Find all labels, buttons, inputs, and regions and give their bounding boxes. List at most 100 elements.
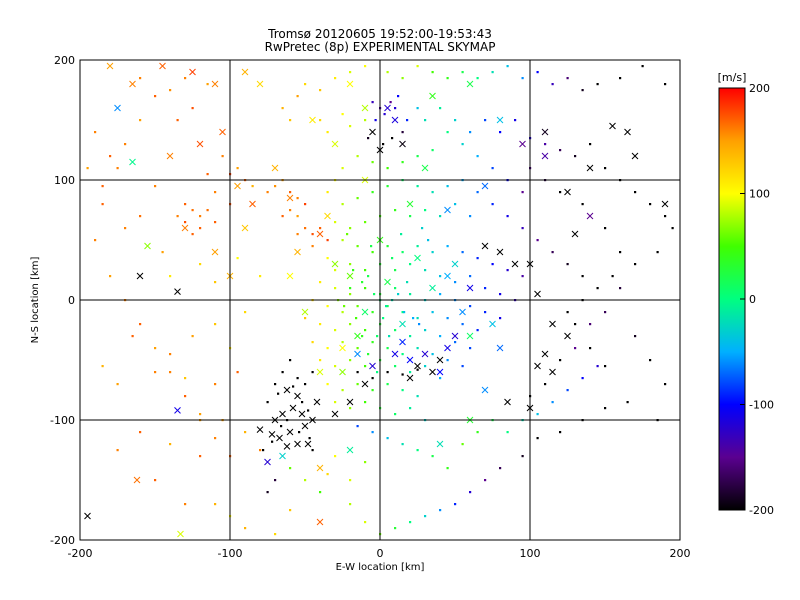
data-point xyxy=(364,365,367,368)
data-point xyxy=(439,275,442,278)
data-point xyxy=(446,317,449,320)
data-point xyxy=(439,509,442,512)
data-point-x xyxy=(369,128,376,136)
data-point xyxy=(649,203,652,206)
data-point xyxy=(343,305,346,308)
data-point-x xyxy=(466,332,474,340)
data-point xyxy=(499,317,502,320)
y-axis-label: N-S location [km] xyxy=(30,257,41,344)
data-point xyxy=(371,377,374,380)
data-point-x xyxy=(511,260,519,268)
data-point xyxy=(236,257,239,260)
data-point xyxy=(371,101,374,104)
data-point xyxy=(101,185,104,188)
data-point xyxy=(319,281,322,284)
data-point xyxy=(581,203,584,206)
data-point xyxy=(199,227,202,230)
x-tick-label: -200 xyxy=(68,547,93,560)
data-point xyxy=(604,167,607,170)
data-point xyxy=(634,191,637,194)
data-point xyxy=(191,335,194,338)
data-point xyxy=(356,383,359,386)
data-point-x xyxy=(466,80,474,88)
data-point xyxy=(326,383,329,386)
data-point-x xyxy=(181,224,189,232)
data-point xyxy=(521,227,524,230)
data-point xyxy=(416,245,419,248)
data-point xyxy=(469,347,472,350)
data-point-x xyxy=(354,332,361,340)
data-point xyxy=(431,311,434,314)
data-point xyxy=(274,533,277,536)
data-point-x xyxy=(346,80,354,88)
data-point xyxy=(514,119,517,122)
data-point xyxy=(371,161,374,164)
data-point xyxy=(566,263,569,266)
data-point xyxy=(409,215,412,218)
data-point xyxy=(214,191,217,194)
data-point xyxy=(385,305,388,308)
data-point xyxy=(394,527,397,530)
data-point xyxy=(416,395,419,398)
data-point xyxy=(311,449,314,452)
data-point xyxy=(101,203,104,206)
data-point xyxy=(326,347,329,350)
grid-lines xyxy=(80,60,680,540)
data-point xyxy=(326,239,329,242)
data-point-x xyxy=(189,68,196,76)
data-point xyxy=(641,65,644,68)
data-point xyxy=(619,251,622,254)
data-point xyxy=(319,491,322,494)
data-point-x xyxy=(271,164,279,172)
data-point xyxy=(319,227,322,230)
data-point xyxy=(394,365,397,368)
data-point xyxy=(406,281,409,284)
data-point xyxy=(431,251,434,254)
data-point xyxy=(506,65,509,68)
data-point xyxy=(214,221,217,224)
data-point xyxy=(367,353,370,356)
data-point xyxy=(154,185,157,188)
data-point-x xyxy=(84,512,91,520)
data-point-x xyxy=(496,116,504,124)
data-point xyxy=(461,251,464,254)
data-point xyxy=(596,287,599,290)
data-point xyxy=(341,203,344,206)
data-point xyxy=(356,245,359,248)
data-point-x xyxy=(586,212,594,220)
data-point-x xyxy=(481,242,489,250)
data-point xyxy=(356,425,359,428)
data-point-x xyxy=(459,308,466,316)
data-point xyxy=(454,119,457,122)
data-point xyxy=(341,341,344,344)
data-point xyxy=(266,401,269,404)
data-point xyxy=(521,455,524,458)
data-point xyxy=(308,437,311,440)
data-point xyxy=(334,269,337,272)
data-point xyxy=(566,77,569,80)
data-point xyxy=(280,425,283,428)
data-point-x xyxy=(129,158,136,166)
data-point xyxy=(386,185,389,188)
data-point xyxy=(454,503,457,506)
data-point-x xyxy=(268,431,276,438)
data-point xyxy=(364,269,367,272)
data-point xyxy=(244,527,247,530)
data-point-x xyxy=(421,164,429,172)
data-point xyxy=(476,77,479,80)
data-point-x xyxy=(549,368,556,376)
data-point xyxy=(386,437,389,440)
data-point xyxy=(319,359,322,362)
data-point xyxy=(304,203,307,206)
data-point xyxy=(371,251,374,254)
data-point xyxy=(416,65,419,68)
data-point xyxy=(386,371,389,374)
data-point xyxy=(289,119,292,122)
data-point xyxy=(389,101,392,104)
data-point-x xyxy=(283,386,291,394)
data-point xyxy=(334,401,337,404)
data-point-x xyxy=(211,80,219,88)
data-point xyxy=(484,287,487,290)
data-point xyxy=(604,365,607,368)
